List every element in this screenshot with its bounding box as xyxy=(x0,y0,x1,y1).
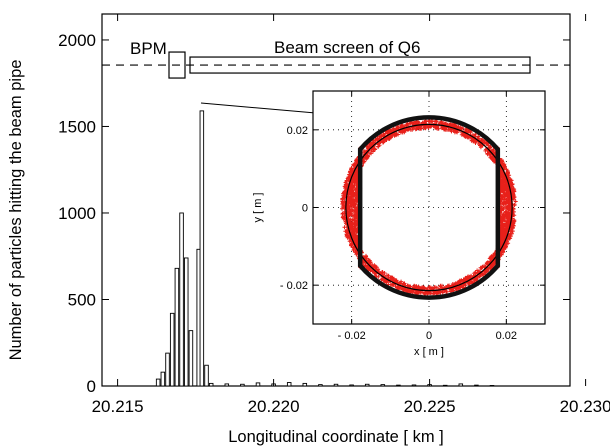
histogram-bar xyxy=(364,383,370,387)
x-tick-label: 20.225 xyxy=(404,397,456,416)
histogram-bar xyxy=(160,371,166,387)
beam-screen-outline xyxy=(357,115,501,300)
beam-screen-label: Beam screen of Q6 xyxy=(274,38,420,57)
histogram-bar xyxy=(179,212,184,387)
y-tick-label: 1000 xyxy=(58,204,96,223)
bpm-box xyxy=(168,51,186,79)
inset-x-tick-label: 0.02 xyxy=(496,330,517,342)
histogram-bar xyxy=(240,383,245,387)
inset-x-tick-label: 0 xyxy=(426,330,432,342)
histogram-bar xyxy=(318,384,323,387)
inset-tick-labels: - 0.02 0 0.02 0.02 0 - 0.02 xyxy=(280,125,517,342)
histogram-bar xyxy=(199,110,205,387)
histogram-bar xyxy=(474,384,479,387)
inset-plot: - 0.02 0 0.02 0.02 0 - 0.02 x [ m ] y [ m ] xyxy=(252,90,546,358)
x-tick-label: 20.220 xyxy=(248,397,300,416)
histogram-bar xyxy=(204,364,209,387)
bpm-label: BPM xyxy=(130,39,167,58)
histogram-bar xyxy=(380,384,386,387)
histogram-bar xyxy=(489,385,495,387)
histogram-bar xyxy=(155,378,161,387)
histogram-bar xyxy=(183,257,189,387)
beam-pipe-aperture xyxy=(345,123,513,292)
histogram-bar xyxy=(255,382,261,387)
histogram-bar xyxy=(349,384,354,387)
histogram-bar xyxy=(458,383,464,387)
histogram-bar xyxy=(286,382,292,387)
histogram-bar xyxy=(174,267,180,387)
histogram-bar xyxy=(442,384,448,387)
main-plot: 20.215 20.220 20.225 20.230 0 500 1000 1500 2000… xyxy=(7,13,610,446)
y-tick-label: 0 xyxy=(87,377,96,396)
inset-x-tick-label: - 0.02 xyxy=(338,330,366,342)
y-tick-label: 500 xyxy=(68,290,96,309)
x-axis-title: Longitudinal coordinate [ km ] xyxy=(228,428,444,446)
y-tick-label: 1500 xyxy=(58,117,96,136)
beam-screen-box xyxy=(189,56,531,74)
inset-y-axis-title: y [ m ] xyxy=(252,193,264,223)
y-axis-title: Number of particles hitting the beam pip… xyxy=(7,60,25,361)
histogram-bar xyxy=(188,330,194,387)
histogram-bar xyxy=(169,312,175,387)
histogram-bar xyxy=(224,383,230,387)
histogram-bar xyxy=(208,382,214,387)
histogram-bar xyxy=(411,384,417,387)
histogram-bars xyxy=(155,110,495,387)
x-tick-label: 20.230 xyxy=(560,397,610,416)
y-tick-label: 2000 xyxy=(58,31,96,50)
inset-y-tick-label: 0.02 xyxy=(287,125,308,137)
inset-axis-ticks xyxy=(313,91,545,324)
histogram-bar xyxy=(396,384,401,387)
main-axis-ticks xyxy=(102,14,587,387)
inset-y-tick-label: 0 xyxy=(302,203,308,215)
histogram-bar xyxy=(302,382,308,387)
histogram-bar xyxy=(333,383,339,387)
x-tick-label: 20.215 xyxy=(92,397,144,416)
main-tick-labels: 20.215 20.220 20.225 20.230 0 500 1000 1500 2000 xyxy=(58,31,610,416)
inset-y-tick-label: - 0.02 xyxy=(280,280,308,292)
histogram-bar xyxy=(165,352,170,387)
inset-x-axis-title: x [ m ] xyxy=(414,346,444,358)
